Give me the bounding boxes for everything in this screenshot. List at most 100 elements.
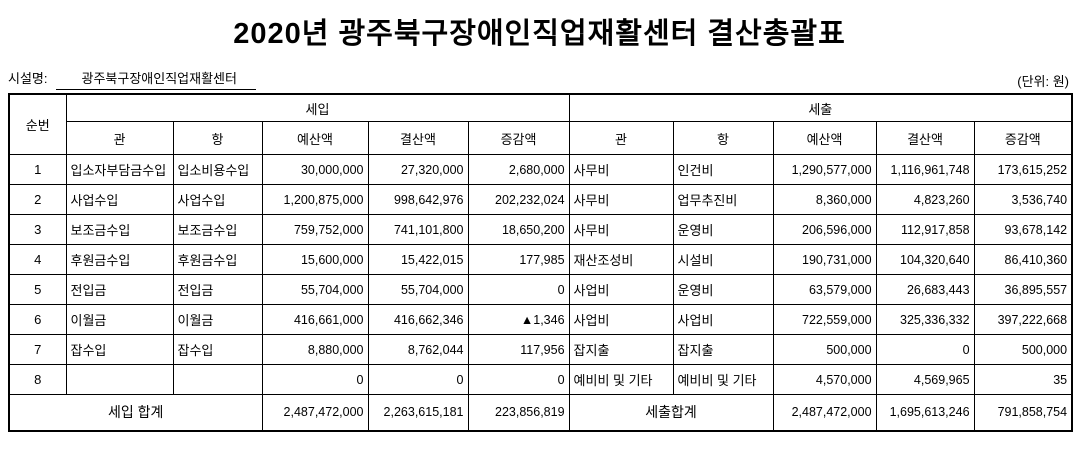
meta-row: 시설명: 광주북구장애인직업재활센터 (단위: 원) bbox=[8, 68, 1071, 90]
row-seq: 6 bbox=[8, 304, 67, 335]
revenue-cell: 30,000,000 bbox=[261, 154, 369, 185]
revenue-cell: 보조금수입 bbox=[172, 214, 263, 245]
table-row: 8 0 0 0 예비비 및 기타 예비비 및 기타 4,570,000 4,569,965 35 bbox=[8, 364, 1073, 395]
revenue-cell: 0 bbox=[467, 364, 570, 395]
row-seq: 4 bbox=[8, 244, 67, 275]
expenditure-cell: 4,570,000 bbox=[772, 364, 877, 395]
page-title: 2020년 광주북구장애인직업재활센터 결산총괄표 bbox=[233, 18, 846, 50]
expenditure-total-settlement: 1,695,613,246 bbox=[875, 394, 975, 431]
expenditure-cell: 500,000 bbox=[772, 334, 877, 365]
revenue-cell: 잡수입 bbox=[65, 334, 174, 365]
col-header-expenditure-gwan: 관 bbox=[568, 121, 674, 155]
revenue-cell: 27,320,000 bbox=[367, 154, 469, 185]
revenue-cell: 0 bbox=[467, 274, 570, 305]
expenditure-cell: 206,596,000 bbox=[772, 214, 877, 245]
col-header-expenditure-budget: 예산액 bbox=[772, 121, 877, 155]
revenue-cell: 이월금 bbox=[65, 304, 174, 335]
revenue-cell: 보조금수입 bbox=[65, 214, 174, 245]
expenditure-total-budget: 2,487,472,000 bbox=[772, 394, 877, 431]
col-header-expenditure-group: 세출 bbox=[568, 93, 1073, 122]
revenue-cell: 후원금수입 bbox=[172, 244, 263, 275]
expenditure-cell: 173,615,252 bbox=[973, 154, 1073, 185]
row-seq: 3 bbox=[8, 214, 67, 245]
revenue-cell: 0 bbox=[367, 364, 469, 395]
revenue-cell bbox=[65, 364, 174, 395]
revenue-cell: 15,422,015 bbox=[367, 244, 469, 275]
expenditure-cell: 63,579,000 bbox=[772, 274, 877, 305]
table-row: 5 전입금 전입금 55,704,000 55,704,000 0 사업비 운영비 63,579… bbox=[8, 274, 1073, 305]
revenue-cell: 사업수입 bbox=[172, 184, 263, 215]
table-row: 4 후원금수입 후원금수입 15,600,000 15,422,015 177,985 재산… bbox=[8, 244, 1073, 275]
revenue-cell: 0 bbox=[261, 364, 369, 395]
expenditure-cell: 업무추진비 bbox=[672, 184, 774, 215]
col-header-revenue-budget: 예산액 bbox=[261, 121, 369, 155]
row-seq: 2 bbox=[8, 184, 67, 215]
expenditure-cell: 사업비 bbox=[672, 304, 774, 335]
expenditure-cell: 사무비 bbox=[568, 214, 674, 245]
revenue-cell: 15,600,000 bbox=[261, 244, 369, 275]
expenditure-cell: 325,336,332 bbox=[875, 304, 975, 335]
table-row: 2 사업수입 사업수입 1,200,875,000 998,642,976 202,232… bbox=[8, 184, 1073, 215]
expenditure-cell: 4,569,965 bbox=[875, 364, 975, 395]
revenue-cell: 2,680,000 bbox=[467, 154, 570, 185]
revenue-cell: 입소비용수입 bbox=[172, 154, 263, 185]
revenue-cell: 입소자부담금수입 bbox=[65, 154, 174, 185]
revenue-cell: 759,752,000 bbox=[261, 214, 369, 245]
revenue-cell: 후원금수입 bbox=[65, 244, 174, 275]
table-row: 3 보조금수입 보조금수입 759,752,000 741,101,800 18,650,… bbox=[8, 214, 1073, 245]
col-header-revenue-gwan: 관 bbox=[65, 121, 174, 155]
expenditure-cell: 112,917,858 bbox=[875, 214, 975, 245]
expenditure-cell: 인건비 bbox=[672, 154, 774, 185]
expenditure-total-change: 791,858,754 bbox=[973, 394, 1073, 431]
expenditure-cell: 1,116,961,748 bbox=[875, 154, 975, 185]
expenditure-cell: 4,823,260 bbox=[875, 184, 975, 215]
expenditure-cell: 722,559,000 bbox=[772, 304, 877, 335]
expenditure-cell: 사무비 bbox=[568, 154, 674, 185]
expenditure-cell: 86,410,360 bbox=[973, 244, 1073, 275]
header-group-row: 순번 세입 세출 bbox=[8, 93, 1073, 155]
revenue-cell: 741,101,800 bbox=[367, 214, 469, 245]
revenue-total-budget: 2,487,472,000 bbox=[261, 394, 369, 431]
expenditure-cell: 사업비 bbox=[568, 274, 674, 305]
expenditure-cell: 1,290,577,000 bbox=[772, 154, 877, 185]
expenditure-total-label: 세출합계 bbox=[568, 394, 774, 431]
expenditure-cell: 35 bbox=[973, 364, 1073, 395]
expenditure-cell: 3,536,740 bbox=[973, 184, 1073, 215]
revenue-cell: 416,662,346 bbox=[367, 304, 469, 335]
revenue-cell bbox=[172, 364, 263, 395]
expenditure-cell: 예비비 및 기타 bbox=[568, 364, 674, 395]
revenue-cell: 202,232,024 bbox=[467, 184, 570, 215]
expenditure-cell: 26,683,443 bbox=[875, 274, 975, 305]
revenue-cell: 전입금 bbox=[65, 274, 174, 305]
revenue-cell: 전입금 bbox=[172, 274, 263, 305]
revenue-cell: 18,650,200 bbox=[467, 214, 570, 245]
revenue-cell: 55,704,000 bbox=[261, 274, 369, 305]
row-seq: 7 bbox=[8, 334, 67, 365]
revenue-cell: 이월금 bbox=[172, 304, 263, 335]
facility-name-row: 시설명: 광주북구장애인직업재활센터 bbox=[8, 68, 256, 90]
header-sub-row: 관 항 예산액 결산액 증감액 관 항 예산액 결산액 증감액 bbox=[9, 121, 1073, 155]
totals-row: 세입 합계 2,487,472,000 2,263,615,181 223,85… bbox=[8, 394, 1073, 431]
table-row: 1 입소자부담금수입 입소비용수입 30,000,000 27,320,000 2,680… bbox=[8, 154, 1073, 185]
revenue-total-change: 223,856,819 bbox=[467, 394, 570, 431]
table-row: 7 잡수입 잡수입 8,880,000 8,762,044 117,956 잡지출 잡지출 50… bbox=[8, 334, 1073, 365]
revenue-cell: 사업수입 bbox=[65, 184, 174, 215]
revenue-cell: 잡수입 bbox=[172, 334, 263, 365]
revenue-cell: 416,661,000 bbox=[261, 304, 369, 335]
expenditure-cell: 8,360,000 bbox=[772, 184, 877, 215]
expenditure-cell: 재산조성비 bbox=[568, 244, 674, 275]
revenue-cell: 177,985 bbox=[467, 244, 570, 275]
col-header-revenue-hang: 항 bbox=[172, 121, 263, 155]
revenue-total-settlement: 2,263,615,181 bbox=[367, 394, 469, 431]
expenditure-cell: 시설비 bbox=[672, 244, 774, 275]
row-seq: 1 bbox=[8, 154, 67, 185]
col-header-revenue-settlement: 결산액 bbox=[367, 121, 469, 155]
expenditure-cell: 사무비 bbox=[568, 184, 674, 215]
expenditure-cell: 사업비 bbox=[568, 304, 674, 335]
facility-label: 시설명: bbox=[8, 71, 48, 86]
expenditure-cell: 190,731,000 bbox=[772, 244, 877, 275]
expenditure-cell: 운영비 bbox=[672, 214, 774, 245]
col-header-expenditure-change: 증감액 bbox=[973, 121, 1073, 155]
expenditure-cell: 0 bbox=[875, 334, 975, 365]
